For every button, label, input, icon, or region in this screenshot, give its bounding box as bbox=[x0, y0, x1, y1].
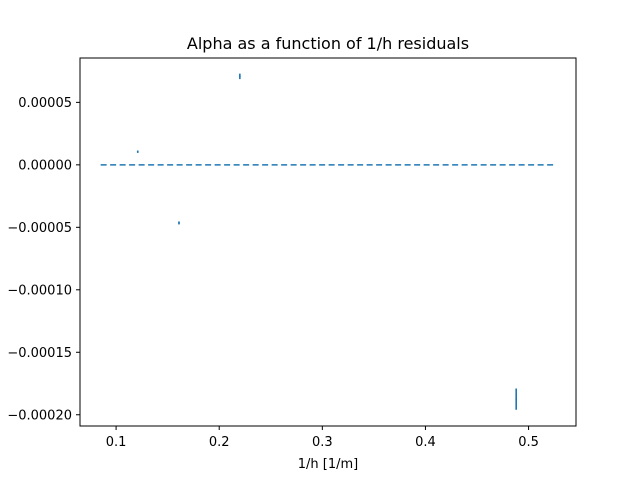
y-axis: −0.00020 −0.00015 −0.00010 −0.00005 0.00000 0… bbox=[7, 96, 80, 423]
x-axis-title: 1/h [1/m] bbox=[298, 457, 358, 472]
y-tick-label: −0.00015 bbox=[7, 346, 72, 361]
y-tick-label: 0.00005 bbox=[18, 96, 72, 111]
data-point bbox=[178, 221, 180, 225]
x-axis: 0.1 0.2 0.3 0.4 0.5 bbox=[106, 426, 539, 450]
x-tick-label: 0.4 bbox=[415, 435, 436, 450]
x-tick-label: 0.2 bbox=[209, 435, 230, 450]
plot-frame bbox=[79, 57, 577, 427]
y-tick-label: 0.00000 bbox=[18, 158, 72, 173]
x-tick-label: 0.3 bbox=[312, 435, 333, 450]
y-tick-label: −0.00010 bbox=[7, 283, 72, 298]
plot-area bbox=[79, 57, 577, 427]
chart-title: Alpha as a function of 1/h residuals bbox=[187, 34, 469, 53]
x-tick-label: 0.5 bbox=[518, 435, 539, 450]
y-tick-label: −0.00020 bbox=[7, 408, 72, 423]
data-point bbox=[515, 388, 517, 410]
data-points-layer bbox=[136, 73, 517, 410]
data-point bbox=[239, 73, 241, 80]
y-tick-label: −0.00005 bbox=[7, 221, 72, 236]
x-tick-label: 0.1 bbox=[106, 435, 127, 450]
data-point bbox=[136, 150, 139, 153]
